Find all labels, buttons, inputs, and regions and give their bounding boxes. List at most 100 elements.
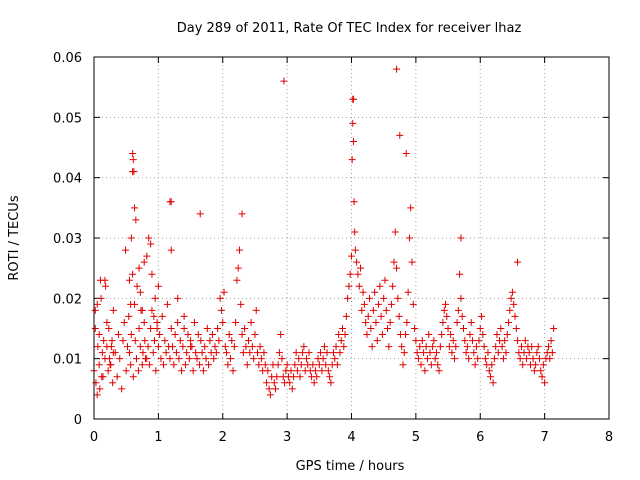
data-point [426,349,434,357]
y-tick-label: 0.02 [53,292,82,307]
data-point [129,270,137,278]
data-point [544,343,552,351]
data-point [454,306,462,314]
data-point [129,168,137,176]
data-point [129,150,137,158]
data-point [353,258,361,266]
data-point [201,343,209,351]
data-point [136,343,144,351]
data-point [245,337,252,345]
data-point [489,379,497,387]
data-point [156,331,164,339]
x-tick-label: 2 [219,430,227,445]
chart-title: Day 289 of 2011, Rate Of TEC Index for r… [177,21,522,36]
data-point [335,331,343,339]
data-point [275,349,283,357]
data-point [449,337,457,345]
data-point [221,343,229,351]
data-point [453,318,461,326]
data-point [326,373,334,381]
x-tick-label: 5 [412,430,420,445]
data-point [479,331,487,339]
data-point [461,337,469,345]
data-point [232,318,240,326]
data-point [337,337,345,345]
data-point [94,343,102,351]
data-point [151,337,159,345]
data-point [331,355,339,363]
data-point [323,349,331,357]
data-point [470,349,478,357]
data-point [109,306,117,314]
data-point [272,385,280,393]
data-point [498,343,506,351]
data-point [530,367,538,375]
data-point [254,349,262,357]
data-point [257,355,265,363]
data-point [233,276,241,284]
data-point [203,325,211,332]
data-point [238,210,246,218]
data-point [192,349,200,357]
data-point [175,355,183,363]
data-point [292,349,300,357]
data-point [349,119,357,127]
data-point [92,379,100,387]
data-point [409,300,417,308]
data-point [286,379,294,387]
data-point [104,367,112,375]
data-point [183,349,191,357]
data-point [541,379,549,387]
data-point [318,367,326,375]
data-point [311,367,319,375]
data-point [476,325,484,332]
data-point [98,349,106,357]
data-point [95,361,103,369]
data-point [375,300,383,308]
data-point [357,264,365,272]
data-point [346,270,354,278]
data-point [95,331,103,339]
data-point [125,312,133,320]
data-point [523,355,531,363]
x-tick-label: 0 [90,430,98,445]
data-point [480,343,488,351]
data-point [344,294,352,302]
data-point [341,331,349,339]
data-point [376,282,384,290]
data-point [386,318,394,326]
data-point [274,361,282,369]
data-point [452,343,460,351]
data-point [153,318,161,326]
data-point [349,95,357,103]
data-point [139,349,147,357]
data-point [163,300,171,308]
data-point [248,343,256,351]
data-point [338,325,346,332]
data-point [132,216,140,224]
grid-lines [94,57,609,419]
data-point [378,331,386,339]
data-point [457,294,465,302]
data-point [348,252,355,260]
data-point [517,343,525,351]
data-point [238,331,246,339]
data-point [198,349,206,357]
data-point [185,355,193,363]
data-point [150,312,158,320]
y-tick-label: 0.03 [53,232,82,247]
data-point [475,337,483,345]
data-point [131,337,139,345]
data-point [179,343,187,351]
data-point [283,361,291,369]
data-point [134,367,142,375]
data-point [444,325,452,332]
data-point [427,361,435,369]
data-point [219,318,227,326]
data-points [90,65,558,399]
data-point [273,373,281,381]
data-point [105,325,113,332]
data-point [507,294,515,302]
data-point [246,349,254,357]
data-point [223,349,231,357]
